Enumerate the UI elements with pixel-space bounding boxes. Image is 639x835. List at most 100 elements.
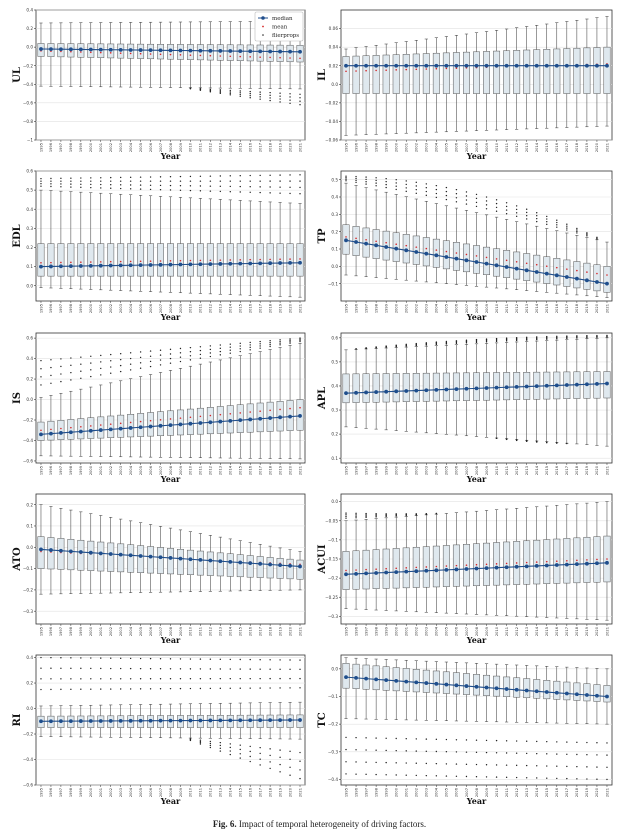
mean-marker bbox=[40, 261, 42, 264]
flier-point bbox=[239, 753, 241, 755]
median-marker bbox=[384, 389, 389, 394]
flier-point bbox=[110, 184, 112, 186]
flier-point bbox=[229, 743, 231, 745]
flier-point bbox=[129, 180, 132, 182]
flier-point bbox=[566, 223, 568, 225]
x-tick-label: 2018 bbox=[268, 465, 272, 475]
flier-point bbox=[546, 221, 548, 223]
flier-point bbox=[425, 513, 428, 516]
y-tick-label: 0.0 bbox=[331, 264, 338, 269]
box bbox=[493, 248, 501, 277]
flier-point bbox=[80, 688, 82, 690]
flier-point bbox=[249, 750, 251, 753]
median-marker bbox=[228, 559, 233, 564]
flier-point bbox=[189, 351, 192, 353]
flier-point bbox=[239, 180, 241, 182]
flier-point bbox=[259, 174, 261, 177]
flier-point bbox=[586, 234, 588, 236]
median-marker bbox=[49, 431, 53, 436]
median-marker bbox=[354, 571, 358, 576]
median-marker bbox=[218, 262, 223, 266]
y-tick-label: 0.4 bbox=[26, 655, 33, 660]
x-tick-label: 2000 bbox=[89, 626, 93, 636]
box bbox=[463, 372, 470, 401]
median-marker bbox=[585, 693, 589, 697]
flier-point bbox=[566, 227, 568, 229]
mean-marker bbox=[606, 558, 608, 560]
flier-point bbox=[375, 514, 377, 516]
x-tick-label: 2000 bbox=[395, 626, 399, 636]
x-tick-label: 2009 bbox=[485, 465, 489, 475]
flier-point bbox=[70, 177, 72, 179]
y-tick-label: 0.0 bbox=[331, 666, 338, 671]
flier-point bbox=[239, 191, 241, 193]
mean-marker bbox=[179, 54, 182, 56]
x-tick-label: 2019 bbox=[278, 626, 282, 636]
median-marker bbox=[268, 261, 273, 266]
x-tick-label: 2021 bbox=[605, 143, 609, 152]
y-tick-label: −0.2 bbox=[23, 732, 34, 737]
box bbox=[493, 675, 501, 697]
x-tick-label: 1997 bbox=[364, 788, 368, 797]
flier-point bbox=[345, 512, 347, 514]
median-marker bbox=[484, 386, 489, 390]
x-tick-label: 1998 bbox=[69, 465, 73, 475]
flier-point bbox=[169, 668, 172, 670]
x-tick-label: 2007 bbox=[465, 788, 469, 797]
median-marker bbox=[564, 63, 569, 68]
flier-point bbox=[425, 762, 428, 765]
mean-marker bbox=[159, 53, 162, 56]
flier-point bbox=[345, 180, 347, 182]
flier-point bbox=[505, 205, 508, 208]
flier-point bbox=[345, 736, 347, 739]
median-marker bbox=[544, 271, 549, 276]
flier-point bbox=[515, 439, 518, 441]
x-tick-label: 2013 bbox=[525, 304, 529, 313]
flier-point bbox=[139, 367, 142, 369]
flier-point bbox=[279, 677, 281, 680]
y-tick-label: 0.2 bbox=[26, 26, 33, 31]
x-tick-label: 2011 bbox=[199, 304, 203, 313]
x-tick-label: 2020 bbox=[595, 303, 599, 313]
median-marker bbox=[564, 275, 569, 279]
median-marker bbox=[464, 258, 469, 263]
mean-marker bbox=[109, 423, 112, 425]
flier-point bbox=[219, 677, 222, 680]
x-tick-label: 2004 bbox=[129, 142, 133, 152]
x-tick-label: 2009 bbox=[179, 303, 183, 313]
panel-il: 0.060.040.020.0−0.02−0.04−0.06ILYear1995… bbox=[317, 9, 613, 161]
x-tick-label: 1999 bbox=[79, 142, 83, 152]
box bbox=[603, 685, 611, 703]
flier-point bbox=[279, 174, 281, 176]
median-marker bbox=[544, 63, 549, 68]
median-marker bbox=[364, 390, 368, 395]
x-tick-label: 2020 bbox=[288, 465, 292, 475]
flier-point bbox=[249, 97, 251, 99]
flier-point bbox=[445, 738, 448, 741]
median-marker bbox=[414, 569, 419, 574]
x-tick-label: 2003 bbox=[119, 304, 123, 313]
flier-point bbox=[546, 215, 548, 218]
median-marker bbox=[188, 48, 193, 53]
median-marker bbox=[454, 567, 459, 572]
x-tick-label: 2019 bbox=[278, 142, 282, 152]
flier-point bbox=[279, 186, 281, 188]
x-tick-label: 2019 bbox=[585, 626, 589, 636]
flier-point bbox=[229, 668, 231, 670]
median-marker bbox=[168, 556, 173, 560]
flier-point bbox=[119, 667, 122, 670]
median-marker bbox=[534, 63, 539, 68]
median-marker bbox=[78, 550, 83, 554]
flier-point bbox=[505, 740, 508, 742]
flier-point bbox=[365, 749, 367, 751]
median-marker bbox=[108, 552, 113, 556]
median-marker bbox=[138, 263, 143, 268]
x-tick-label: 1998 bbox=[69, 626, 73, 636]
x-tick-label: 1998 bbox=[69, 303, 73, 313]
flier-point bbox=[515, 215, 518, 218]
median-marker bbox=[605, 560, 609, 565]
flier-point bbox=[40, 180, 42, 182]
mean-marker bbox=[139, 420, 142, 423]
x-tick-label: 2018 bbox=[575, 465, 579, 475]
x-tick-label: 2008 bbox=[169, 787, 173, 797]
